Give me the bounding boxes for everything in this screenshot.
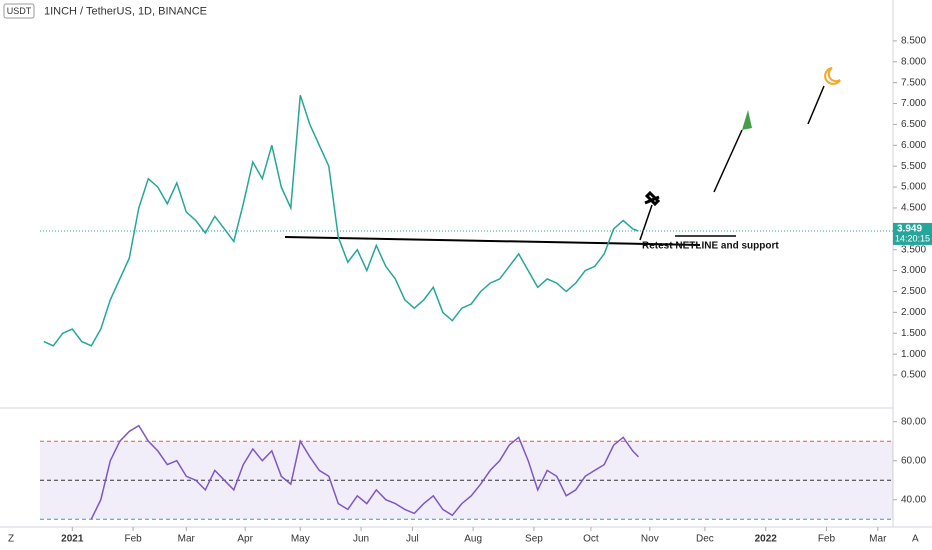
x-tick-label: May <box>291 534 310 545</box>
y-tick-label: 1.000 <box>901 349 926 360</box>
y-tick-label: 2.000 <box>901 307 926 318</box>
x-tick-label: 2022 <box>755 534 778 545</box>
y-tick-label: 6.000 <box>901 140 926 151</box>
y-tick-label: 7.000 <box>901 98 926 109</box>
series-line <box>43 94 639 347</box>
y-tick-label: 4.500 <box>901 203 926 214</box>
countdown: 14:20:15 <box>895 233 930 243</box>
x-tick-label: Dec <box>696 534 714 545</box>
x-tick-label: Mar <box>869 534 887 545</box>
series-line <box>90 424 639 520</box>
y-tick-label: 0.500 <box>901 370 926 381</box>
y-tick-label: 8.500 <box>901 36 926 47</box>
x-tick-label: Feb <box>124 534 142 545</box>
price-tag-label: 3.949 <box>897 224 922 235</box>
arrow <box>639 204 653 241</box>
chart-title: 1INCH / TetherUS, 1D, BINANCE <box>44 5 207 17</box>
x-tick-label: Jun <box>353 534 369 545</box>
x-tick-label: Jul <box>406 534 419 545</box>
price-tag <box>893 222 932 245</box>
x-tick-label: Nov <box>641 534 659 545</box>
plane-icon <box>644 190 661 207</box>
x-tick-label: Oct <box>583 534 599 545</box>
arrow <box>807 85 825 125</box>
y-tick-label: 2.500 <box>901 286 926 297</box>
x-tick-label: Sep <box>525 534 543 545</box>
x-tick-label: Apr <box>237 534 253 545</box>
x-tick-label: Mar <box>178 534 196 545</box>
corner-label[interactable]: A <box>912 534 919 545</box>
x-tick-label: 2021 <box>61 534 84 545</box>
y2-tick-label: 60.00 <box>901 455 926 466</box>
x-tick-label: Aug <box>464 534 482 545</box>
y-tick-label: 1.500 <box>901 328 926 339</box>
moon-icon <box>824 67 841 85</box>
rocket-icon <box>742 110 752 130</box>
y-tick-label: 5.000 <box>901 182 926 193</box>
y-tick-label: 5.500 <box>901 161 926 172</box>
badge-box[interactable] <box>3 3 35 19</box>
currency-badge[interactable]: USDT <box>7 6 32 16</box>
y-tick-label: 7.500 <box>901 77 926 88</box>
y-tick-label: 8.000 <box>901 56 926 67</box>
annotation: Retest NETLINE and support <box>642 241 779 252</box>
x-tick-label: Feb <box>818 534 836 545</box>
y2-tick-label: 80.00 <box>901 416 926 427</box>
trend-line <box>284 236 701 246</box>
y-tick-label: 6.500 <box>901 119 926 130</box>
y-tick-label: 3.000 <box>901 265 926 276</box>
corner-label[interactable]: Z <box>8 534 14 545</box>
y-tick-label: 3.500 <box>901 244 926 255</box>
arrow <box>713 129 743 193</box>
y2-tick-label: 40.00 <box>901 494 926 505</box>
